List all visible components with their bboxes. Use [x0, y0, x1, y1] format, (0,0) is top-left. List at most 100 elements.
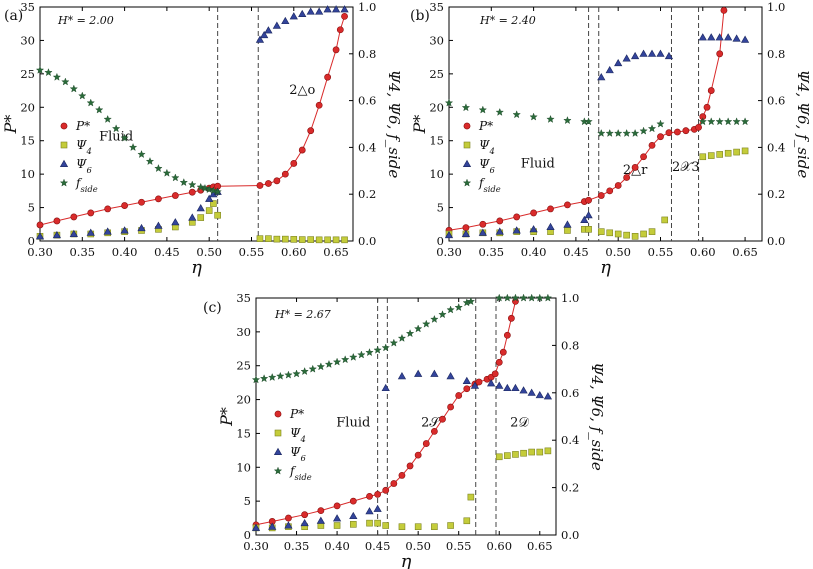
- chart-a-point-triangle: [264, 26, 273, 34]
- chart-c-series-p: [252, 297, 519, 529]
- chart-b-point-triangle: [740, 35, 750, 43]
- chart-c-point-star: [365, 348, 374, 357]
- chart-c-point-circle: [301, 511, 309, 519]
- chart-a-point-star: [205, 185, 214, 194]
- chart-b-point-square: [741, 147, 749, 155]
- chart-c-point-square: [544, 447, 552, 455]
- chart-b-legend-marker: [462, 178, 472, 187]
- chart-a-point-circle: [70, 213, 78, 221]
- chart-b-point-triangle: [656, 49, 665, 57]
- chart-b-series-6: [444, 33, 750, 239]
- chart-b-point-star: [740, 117, 750, 126]
- chart-a-point-square: [341, 236, 348, 244]
- chart-c-point-triangle: [511, 383, 520, 392]
- chart-b-point-circle: [597, 192, 605, 199]
- chart-b-point-star: [546, 114, 555, 123]
- chart-a-xtick-label: 0.55: [239, 245, 265, 259]
- chart-b-point-triangle: [478, 228, 487, 236]
- chart-b-ytick-left-label: 35: [429, 0, 444, 14]
- chart-b-point-circle: [585, 196, 592, 204]
- chart-c-point-star: [324, 359, 334, 368]
- chart-c-point-triangle: [300, 518, 309, 527]
- chart-a-xtick-label: 0.30: [27, 245, 53, 259]
- chart-b-point-square: [640, 230, 647, 238]
- chart-b-point-star: [630, 128, 640, 137]
- chart-b-annotation: H* = 2.40: [479, 14, 536, 27]
- chart-c-point-triangle: [430, 369, 439, 377]
- chart-c-point-star: [308, 364, 317, 373]
- chart-a-legend-marker: [59, 178, 69, 187]
- chart-b-point-star: [622, 128, 631, 137]
- chart-c-phase-label: 2𝒮: [421, 416, 441, 431]
- chart-b: 0.30 0.35 0.40 0.45 0.50 0.55 0.60 0.65 0 5 10 15 20…: [410, 0, 812, 278]
- chart-b-xlabel: η: [600, 257, 611, 278]
- chart-c-series-fside: [251, 293, 553, 384]
- chart-b-point-circle: [720, 6, 728, 14]
- chart-b-point-circle: [695, 123, 702, 131]
- chart-c-point-star: [373, 345, 382, 354]
- chart-c-xtick-label: 0.35: [284, 539, 310, 553]
- chart-a-ytick-left-label: 35: [20, 0, 35, 14]
- chart-a-point-star: [120, 133, 129, 142]
- chart-c-point-star: [251, 375, 261, 384]
- chart-b-xtick-label: 0.65: [732, 245, 758, 259]
- chart-c-point-star: [259, 374, 269, 383]
- chart-a-legend-marker: [60, 122, 68, 130]
- chart-c-point-circle: [447, 403, 454, 411]
- chart-a-point-star: [154, 164, 163, 172]
- chart-c-phase-label: Fluid: [336, 416, 370, 431]
- chart-c-point-square: [374, 519, 381, 527]
- chart-b-point-circle: [614, 182, 622, 189]
- chart-b-point-triangle: [580, 215, 589, 223]
- chart-c-point-star: [446, 305, 455, 314]
- chart-b-point-circle: [513, 213, 521, 221]
- chart-b-point-circle: [530, 209, 537, 217]
- chart-a-point-star: [145, 157, 155, 165]
- chart-b-point-circle: [665, 129, 673, 137]
- chart-c-ytick-left-label: 20: [236, 393, 251, 407]
- chart-a-point-triangle: [171, 218, 180, 226]
- chart-a-point-circle: [336, 26, 344, 34]
- chart-a-phase-label: 2△o: [289, 83, 315, 98]
- chart-a-point-triangle: [315, 7, 324, 15]
- chart-c-point-circle: [349, 497, 357, 505]
- chart-c-point-triangle: [487, 379, 496, 387]
- chart-b-legend-label: fside: [478, 176, 501, 194]
- chart-a-point-star: [128, 143, 138, 151]
- chart-b-point-square: [724, 149, 732, 157]
- chart-a-point-star: [188, 180, 197, 189]
- chart-c-xtick-label: 0.65: [527, 539, 553, 553]
- chart-c-legend-label: fside: [289, 464, 312, 482]
- chart-c-point-circle: [503, 331, 511, 339]
- chart-c-point-triangle: [397, 372, 407, 380]
- chart-b-xtick-label: 0.55: [648, 245, 674, 259]
- chart-c-legend-marker: [274, 429, 282, 437]
- chart-a-point-square: [205, 207, 213, 214]
- chart-a-point-triangle: [272, 21, 281, 29]
- chart-a-point-star: [86, 98, 95, 107]
- chart-c-ytick-left-label: 35: [236, 291, 251, 305]
- chart-a-point-circle: [121, 202, 128, 209]
- chart-a-point-circle: [138, 198, 145, 206]
- chart-c-point-square: [504, 452, 511, 459]
- chart-b-xtick-label: 0.45: [563, 245, 589, 259]
- chart-b-ytick-right-label: 0.2: [767, 187, 785, 201]
- chart-c-point-star: [519, 293, 528, 302]
- chart-c-point-square: [528, 448, 535, 456]
- chart-c-xtick-label: 0.50: [405, 539, 431, 553]
- chart-a-point-circle: [281, 170, 289, 178]
- chart-a-ytick-right-label: 0.8: [358, 47, 376, 61]
- chart-b-point-star: [584, 117, 593, 126]
- chart-b-point-triangle: [639, 49, 648, 57]
- chart-c-point-circle: [508, 314, 515, 322]
- chart-b-point-square: [585, 226, 592, 233]
- chart-b-xtick-label: 0.40: [521, 245, 547, 259]
- chart-c-legend-label: Ψ6: [290, 445, 307, 463]
- chart-a-point-circle: [332, 46, 340, 54]
- chart-b-legend-marker: [463, 122, 471, 130]
- chart-a-point-square: [315, 236, 323, 244]
- chart-c-ylabel-right: Ψ4, Ψ6, f_side: [588, 362, 606, 471]
- chart-b-point-circle: [640, 153, 647, 161]
- chart-a-xtick-label: 0.40: [112, 245, 138, 259]
